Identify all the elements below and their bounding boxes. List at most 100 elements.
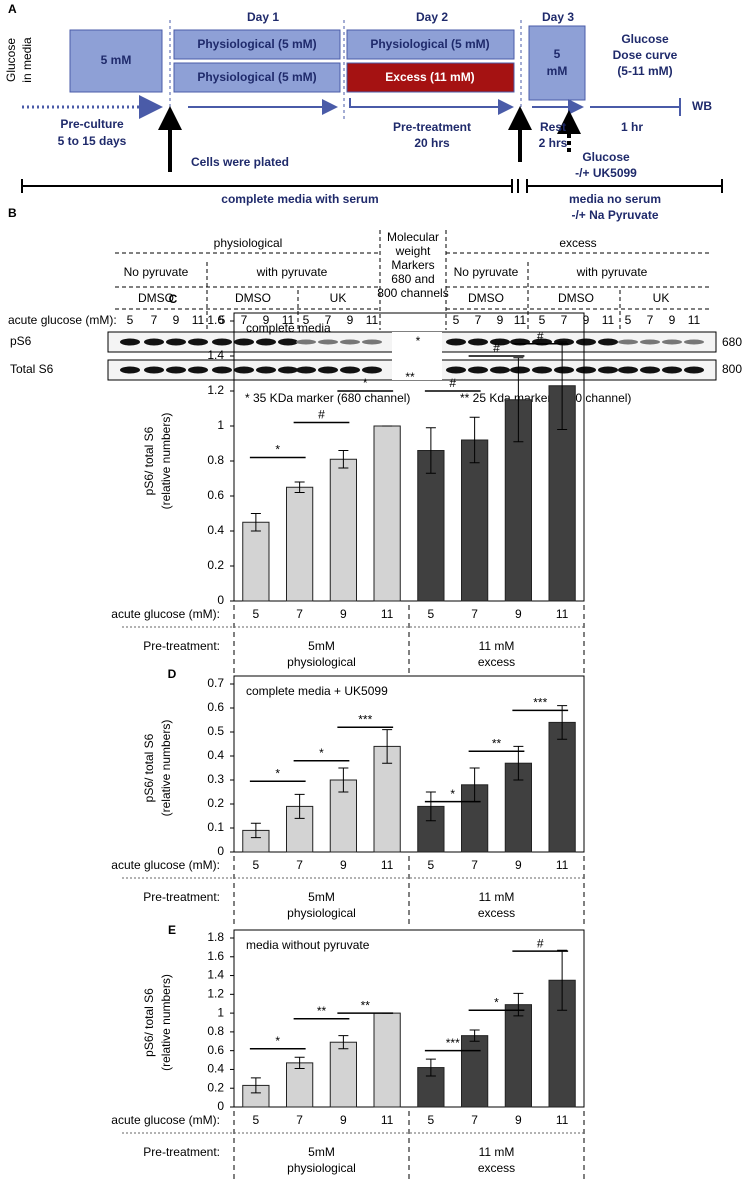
error-bar — [425, 1058, 436, 1077]
label: DMSO — [558, 291, 594, 305]
significance-label: # — [537, 329, 544, 343]
band — [684, 366, 704, 374]
label: complete media with serum — [221, 192, 378, 206]
significance-label: * — [319, 746, 324, 760]
row-label: acute glucose (mM): — [111, 607, 220, 621]
label: DMSO — [468, 291, 504, 305]
bar — [461, 1035, 489, 1108]
y-tick-label: 1.4 — [207, 968, 224, 982]
significance-label: ** — [317, 1004, 327, 1018]
timeline — [21, 179, 723, 193]
y-tick-label: 0.2 — [207, 558, 224, 572]
label: DMSO — [235, 291, 271, 305]
error-bar — [513, 745, 524, 781]
lane-label: 11 — [514, 313, 527, 327]
significance-label: # — [318, 408, 325, 422]
y-tick-label: 0 — [217, 1099, 224, 1113]
band — [256, 366, 276, 374]
row-label: Pre-treatment: — [143, 639, 220, 653]
band — [362, 339, 382, 345]
band — [446, 366, 466, 374]
label: Pre-treatment — [393, 120, 471, 134]
x-tick-label: 9 — [515, 858, 522, 872]
band — [144, 338, 164, 346]
day-label: Day 2 — [416, 10, 448, 24]
lane-label: 11 — [192, 313, 205, 327]
band — [296, 366, 316, 374]
band — [234, 338, 254, 346]
box-label: mM — [547, 64, 568, 78]
lane-label: 11 — [366, 313, 379, 327]
error-bar — [469, 1029, 480, 1042]
label: weight — [395, 244, 431, 258]
band — [278, 366, 298, 374]
panel-label: E — [168, 923, 176, 937]
y-tick-label: 0.3 — [207, 772, 224, 786]
band — [234, 366, 254, 374]
group-label: 11 mM — [479, 639, 515, 653]
lane-label: 11 — [602, 313, 615, 327]
error-bar — [250, 1077, 261, 1094]
band — [640, 366, 660, 374]
lane-label: 7 — [325, 313, 332, 327]
panel-label: D — [168, 667, 177, 681]
label: with pyruvate — [576, 265, 648, 279]
bar — [329, 1041, 357, 1108]
label: DMSO — [138, 291, 174, 305]
label: Markers — [391, 258, 434, 272]
axis-label: pS6/ total S6 — [142, 988, 156, 1057]
error-bar — [294, 793, 305, 819]
bar — [373, 745, 401, 853]
y-tick-label: 1.6 — [207, 949, 224, 963]
lane-label: 7 — [561, 313, 568, 327]
chart-title: complete media + UK5099 — [246, 684, 388, 698]
error-bar — [382, 729, 393, 764]
lane-label: 5 — [539, 313, 546, 327]
group-label: excess — [478, 906, 515, 920]
axis-label: Glucose — [4, 38, 18, 82]
box-label: Physiological (5 mM) — [197, 70, 316, 84]
band — [166, 366, 186, 374]
band — [212, 338, 232, 346]
plot-frame — [233, 929, 585, 1108]
y-tick-label: 0.8 — [207, 1024, 224, 1038]
x-tick-label: 11 — [556, 1113, 569, 1127]
significance-label: # — [493, 341, 500, 355]
group-label: physiological — [287, 655, 356, 669]
band — [684, 339, 704, 345]
band — [640, 339, 660, 345]
band — [662, 366, 682, 374]
label: -/+ UK5099 — [575, 166, 637, 180]
significance-label: *** — [533, 696, 547, 710]
row-label: acute glucose (mM): — [111, 1113, 220, 1127]
y-tick-label: 1 — [217, 1005, 224, 1019]
significance-label: * — [275, 766, 280, 780]
band — [188, 338, 208, 346]
y-tick-label: 1.2 — [207, 987, 224, 1001]
error-bar — [557, 949, 568, 1011]
band — [468, 338, 488, 346]
label: Total S6 — [10, 362, 54, 376]
label: ** — [405, 370, 415, 384]
label: 20 hrs — [414, 136, 450, 150]
label: * — [416, 334, 421, 348]
y-tick-label: 0.8 — [207, 453, 224, 467]
x-tick-label: 5 — [253, 858, 260, 872]
y-tick-label: 0.6 — [207, 488, 224, 502]
label: Molecular — [387, 230, 439, 244]
significance-label: * — [450, 787, 455, 801]
box — [173, 29, 341, 60]
bar — [548, 721, 576, 853]
x-tick-label: 11 — [556, 607, 569, 621]
day-label: Day 3 — [542, 10, 574, 24]
x-tick-label: 5 — [253, 607, 260, 621]
panel-label: B — [8, 206, 17, 220]
band — [340, 366, 360, 374]
x-tick-label: 5 — [428, 607, 435, 621]
error-bar — [557, 705, 568, 740]
label: (5-11 mM) — [617, 64, 672, 78]
band — [468, 366, 488, 374]
x-tick-label: 7 — [471, 1113, 478, 1127]
label: 680 — [722, 335, 742, 349]
